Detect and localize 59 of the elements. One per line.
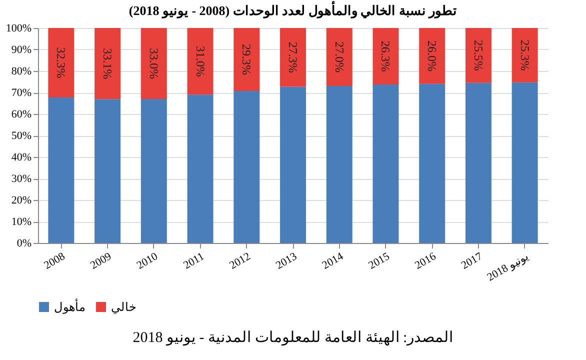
text: المصدر: الهيئة العامة للمعلومات المدنية - يونيو 2018 xyxy=(132,329,454,347)
bar xyxy=(187,28,214,95)
y-tick-label: 50% xyxy=(11,130,32,142)
y-tick-label: 80% xyxy=(11,66,32,78)
bar xyxy=(94,99,121,243)
y-tick-label: 30% xyxy=(11,173,32,185)
data-label: 25.3% xyxy=(518,40,532,71)
x-tick-label: 2009 xyxy=(88,250,114,272)
bar xyxy=(419,84,446,243)
bar xyxy=(234,90,260,243)
legend-label: خالي xyxy=(111,300,136,314)
y-tick-label: 20% xyxy=(11,194,32,206)
bar xyxy=(140,98,167,243)
data-label: 26.3% xyxy=(378,40,393,72)
bar xyxy=(94,28,121,100)
data-label: 33.0% xyxy=(146,48,161,79)
x-tick-label: 2010 xyxy=(134,250,160,272)
data-label: 27.3% xyxy=(286,42,300,73)
x-tick-label: 2017 xyxy=(459,250,485,272)
bar xyxy=(48,97,74,243)
bar xyxy=(512,82,538,243)
bar xyxy=(372,28,399,85)
y-tick-label: 0% xyxy=(16,238,32,250)
bar xyxy=(48,28,74,98)
data-label: 32.3% xyxy=(54,47,68,78)
y-tick-label: 100% xyxy=(6,22,32,34)
x-tick-label: 2008 xyxy=(42,250,68,272)
x-tick-label: 2014 xyxy=(320,250,346,272)
bar xyxy=(326,86,352,243)
bar xyxy=(372,84,399,243)
bar xyxy=(187,94,214,243)
y-tick-label: 90% xyxy=(11,44,32,56)
legend-label: مأهول xyxy=(54,298,85,314)
data-label: 25.5% xyxy=(471,40,486,71)
bar xyxy=(419,28,446,84)
x-tick-label: 2011 xyxy=(182,250,206,272)
x-tick-label: 2013 xyxy=(274,250,300,272)
bar xyxy=(280,86,306,243)
x-tick-label: 2012 xyxy=(228,250,253,272)
data-label: 33.1% xyxy=(100,48,115,80)
bar xyxy=(465,28,492,83)
data-label: 29.3% xyxy=(240,44,254,75)
y-tick-label: 40% xyxy=(11,152,32,164)
bar xyxy=(512,28,538,82)
data-label: 26.0% xyxy=(425,40,440,72)
y-tick-label: 70% xyxy=(11,87,32,99)
bar xyxy=(280,28,306,87)
y-tick-label: 10% xyxy=(11,216,32,228)
data-label: 31.0% xyxy=(193,46,208,77)
bar xyxy=(465,82,492,243)
x-tick-label: 2016 xyxy=(413,250,439,272)
bar xyxy=(234,28,260,91)
y-tick-label: 60% xyxy=(11,108,32,120)
bar xyxy=(326,28,352,86)
x-tick-label: يونيو 2018 xyxy=(485,250,531,284)
chart-title: تطور نسبة الخالي والمأهول لعدد الوحدات (2008 - يونيو 2018) xyxy=(128,1,458,19)
data-label: 27.0% xyxy=(332,42,346,73)
bar xyxy=(140,28,167,99)
x-tick-label: 2015 xyxy=(366,250,392,272)
